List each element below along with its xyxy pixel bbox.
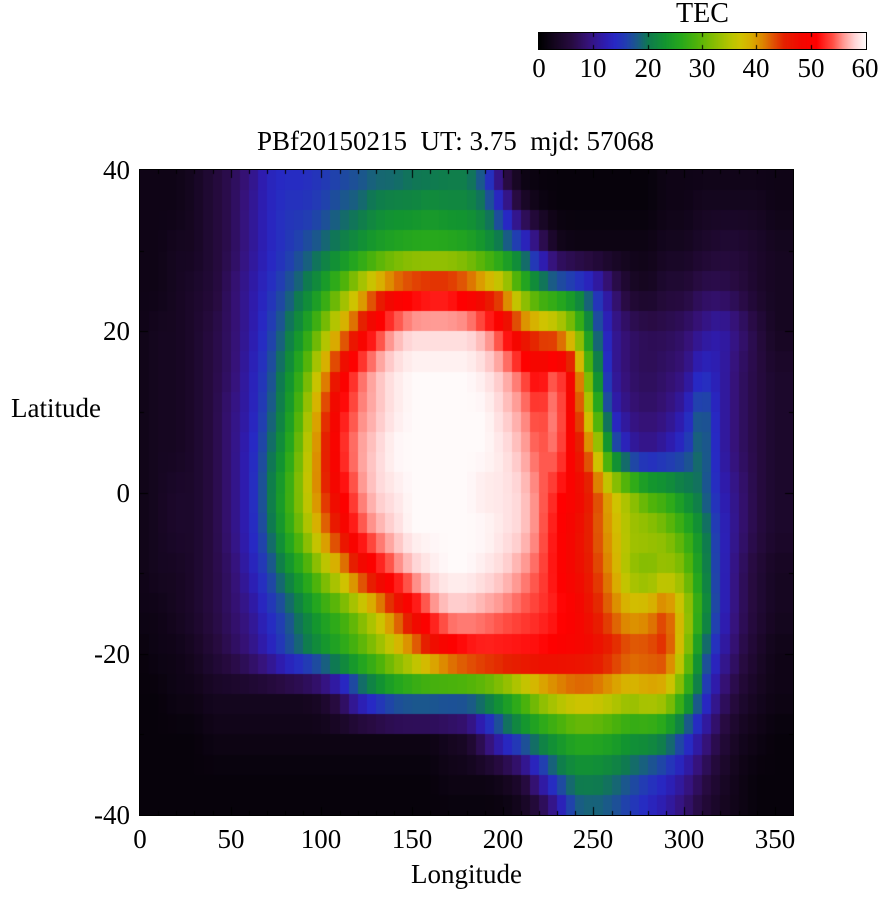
x-axis-label: Longitude	[411, 859, 522, 889]
y-tick-label: 20	[103, 316, 130, 346]
colorbar-tick-label: 60	[851, 53, 878, 83]
y-axis-label: Latitude	[11, 393, 101, 423]
colorbar-tick-label: 20	[634, 53, 662, 83]
colorbar-gradient	[539, 33, 866, 49]
y-tick-label: 0	[116, 478, 131, 508]
x-tick-label: 250	[572, 824, 614, 854]
x-tick-label: 200	[482, 824, 524, 854]
colorbar-tick-label: 30	[688, 53, 716, 83]
plot-title: PBf20150215 UT: 3.75 mjd: 57068	[257, 126, 654, 156]
colorbar-tick-label: 10	[579, 53, 607, 83]
x-tick-label: 150	[391, 824, 433, 854]
colorbar	[538, 32, 867, 50]
plot-area	[139, 169, 794, 816]
colorbar-tick-label: 0	[532, 53, 546, 83]
x-tick-label: 50	[217, 824, 245, 854]
x-tick-label: 300	[663, 824, 705, 854]
x-tick-label: 0	[133, 824, 147, 854]
y-tick-label: 40	[103, 155, 130, 185]
x-tick-label: 100	[300, 824, 342, 854]
colorbar-tick-label: 50	[797, 53, 825, 83]
y-tick-label: -40	[94, 800, 130, 830]
heatmap-canvas	[140, 170, 793, 815]
colorbar-tick-label: 40	[742, 53, 770, 83]
y-tick-label: -20	[94, 639, 130, 669]
x-tick-label: 350	[754, 824, 796, 854]
colorbar-title: TEC	[676, 0, 729, 29]
